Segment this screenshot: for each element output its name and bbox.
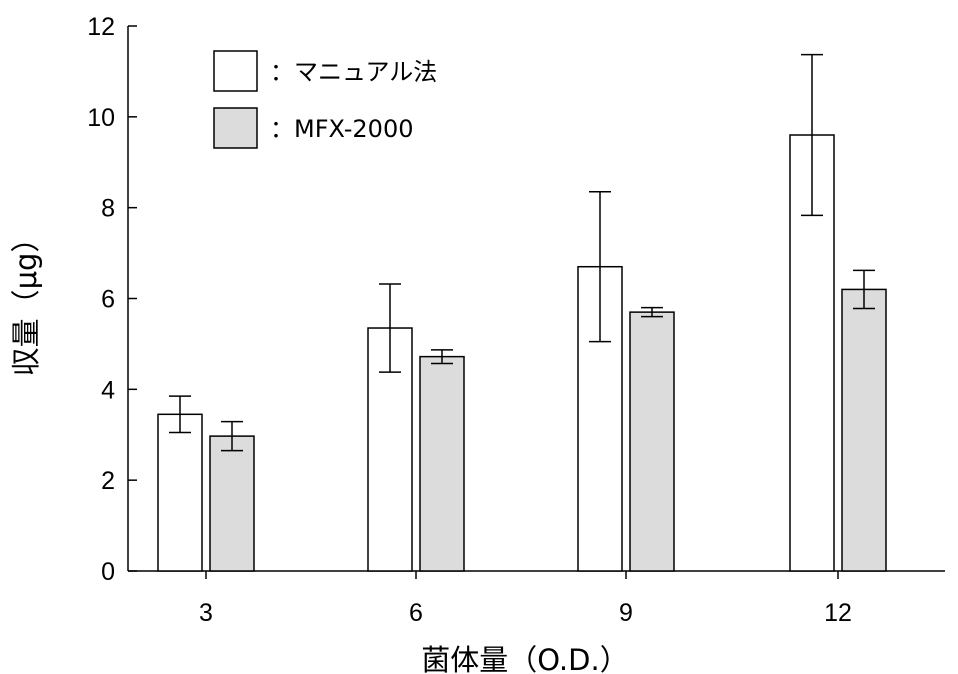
y-axis-title: 収量（μg） <box>9 224 43 377</box>
error-bar <box>431 349 453 365</box>
error-bar <box>801 53 823 217</box>
x-tick-label: 6 <box>409 599 423 627</box>
y-tick-label: 10 <box>87 104 115 132</box>
y-tick-label: 2 <box>101 467 115 495</box>
x-tick-label: 12 <box>824 599 852 627</box>
legend: ：マニュアル法 ：MFX-2000 <box>213 50 437 149</box>
legend-swatch-manual <box>213 50 258 92</box>
bar-mfx-3 <box>209 435 255 572</box>
legend-label-mfx: ：MFX-2000 <box>270 115 414 143</box>
bar-mfx-12 <box>841 288 887 572</box>
y-tick-label: 0 <box>101 558 115 586</box>
bar-mfx-9 <box>629 311 675 572</box>
bar-mfx-6 <box>419 355 465 572</box>
legend-swatch-mfx <box>213 107 258 149</box>
error-bar <box>641 306 663 318</box>
x-tick-label: 3 <box>199 599 213 627</box>
x-axis-title: 菌体量（O.D.） <box>421 643 628 674</box>
y-tick-label: 12 <box>87 13 115 41</box>
bars <box>157 53 887 572</box>
error-bar <box>853 269 875 310</box>
y-axis: 0 2 4 6 8 10 12 <box>87 13 137 586</box>
error-bar <box>221 420 243 452</box>
y-tick-label: 8 <box>101 195 115 223</box>
x-axis: 3 6 9 12 <box>128 570 945 627</box>
error-bar <box>379 283 401 373</box>
bar-manual-3 <box>157 413 203 572</box>
x-tick-label: 9 <box>619 599 633 627</box>
y-tick-label: 6 <box>101 286 115 314</box>
error-bar <box>169 395 191 434</box>
error-bar <box>589 191 611 343</box>
legend-label-manual: ：マニュアル法 <box>270 58 437 86</box>
y-tick-label: 4 <box>101 376 115 404</box>
